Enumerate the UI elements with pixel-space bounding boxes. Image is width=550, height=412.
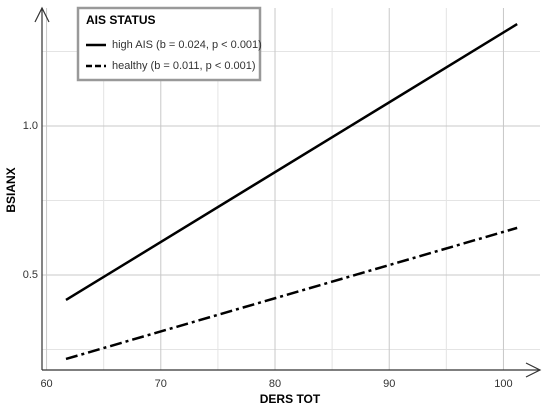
- y-axis-arrow: [34, 6, 50, 23]
- x-tick-label: 90: [383, 378, 395, 390]
- legend-label: healthy (b = 0.011, p < 0.001): [112, 60, 256, 72]
- data-line: [65, 226, 518, 361]
- x-tick-label: 100: [494, 378, 512, 390]
- x-tick-label: 60: [40, 378, 52, 390]
- y-axis-label: BSIANX: [4, 167, 18, 212]
- legend-box: [76, 6, 262, 82]
- x-axis-arrow: [525, 362, 542, 378]
- x-axis-label: DERS TOT: [260, 392, 321, 406]
- legend-label: high AIS (b = 0.024, p < 0.001): [112, 39, 262, 51]
- legend-title: AIS STATUS: [86, 13, 156, 27]
- x-tick-label: 80: [269, 378, 281, 390]
- x-tick-label: 70: [155, 378, 167, 390]
- y-tick-label: 0.5: [23, 269, 38, 281]
- data-line: [65, 23, 518, 302]
- y-tick-label: 1.0: [23, 120, 38, 132]
